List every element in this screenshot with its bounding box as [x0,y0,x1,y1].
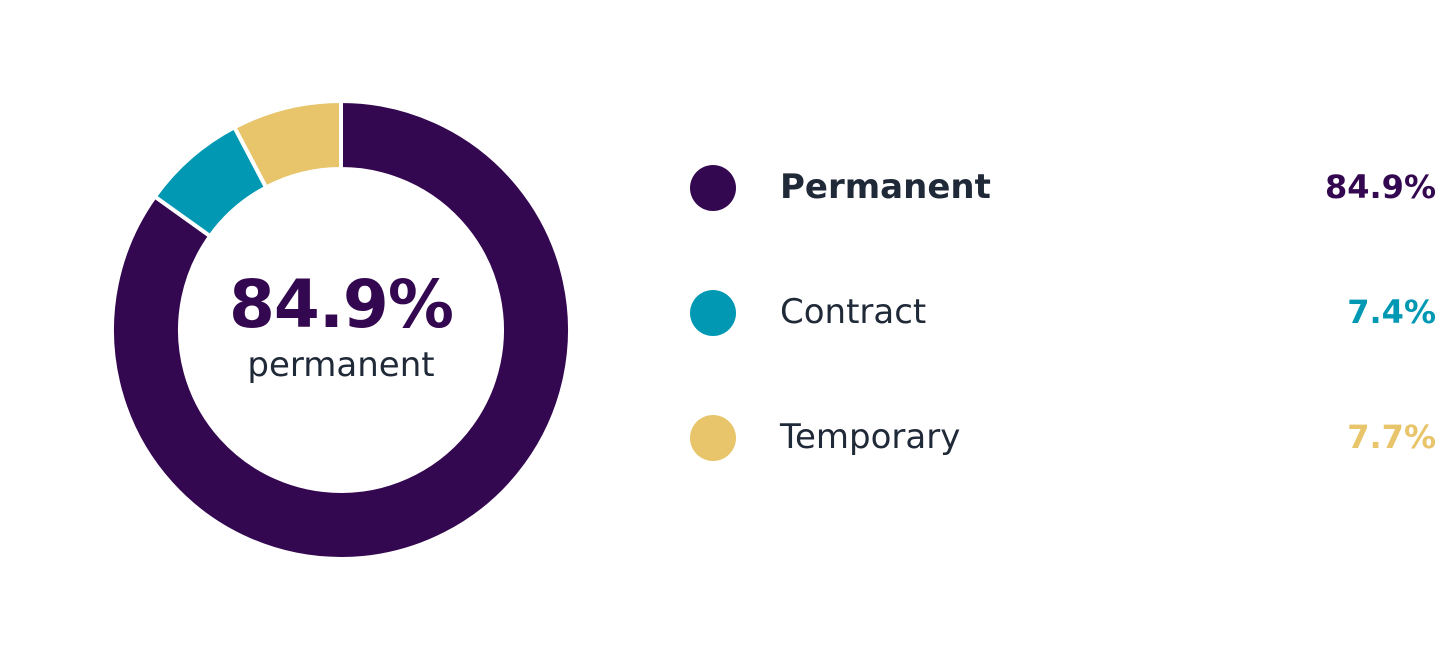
legend-swatch-permanent [690,165,736,211]
legend-swatch-contract [690,290,736,336]
legend-value-permanent: 84.9% [1324,168,1436,206]
donut-slice-temporary [231,98,343,191]
donut-center: 84.9% permanent [191,265,491,387]
legend-swatch-temporary [690,415,736,461]
legend-label-contract: Contract [780,292,927,332]
center-label: permanent [247,345,435,385]
donut-chart [110,98,572,561]
legend-value-contract: 7.4% [1347,293,1436,331]
legend-value-temporary: 7.7% [1347,418,1436,456]
legend-item-permanent: Permanent 84.9% [688,163,1436,211]
legend-item-temporary: Temporary 7.7% [688,413,1436,461]
legend-label-permanent: Permanent [780,167,991,207]
center-value: 84.9% [229,266,454,343]
legend-label-temporary: Temporary [780,417,961,457]
donut-slice-permanent [110,98,572,561]
legend-item-contract: Contract 7.4% [688,288,1436,336]
